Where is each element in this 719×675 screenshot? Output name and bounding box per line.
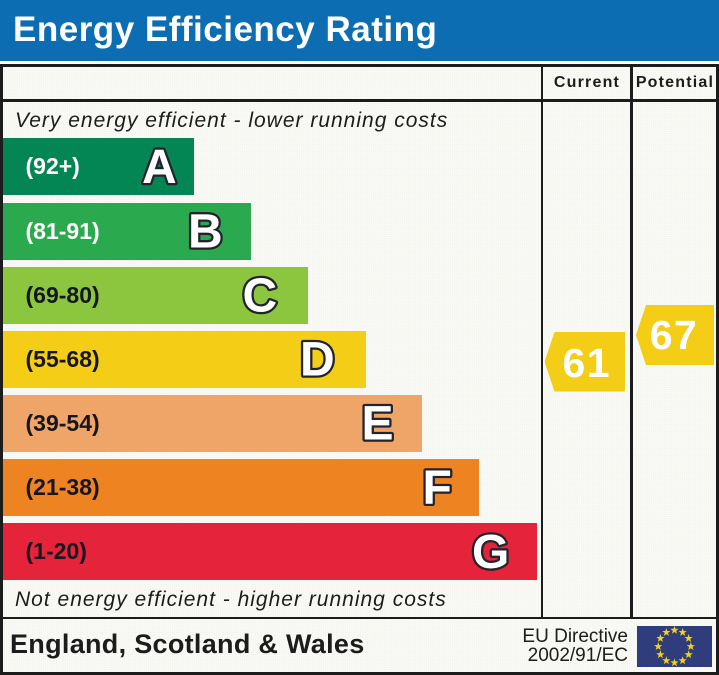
svg-text:B: B xyxy=(188,206,223,259)
svg-text:C: C xyxy=(243,270,278,323)
svg-text:G: G xyxy=(472,526,509,579)
svg-text:D: D xyxy=(300,334,335,387)
svg-text:F: F xyxy=(423,462,452,515)
svg-text:A: A xyxy=(142,141,177,194)
svg-text:E: E xyxy=(362,398,394,451)
